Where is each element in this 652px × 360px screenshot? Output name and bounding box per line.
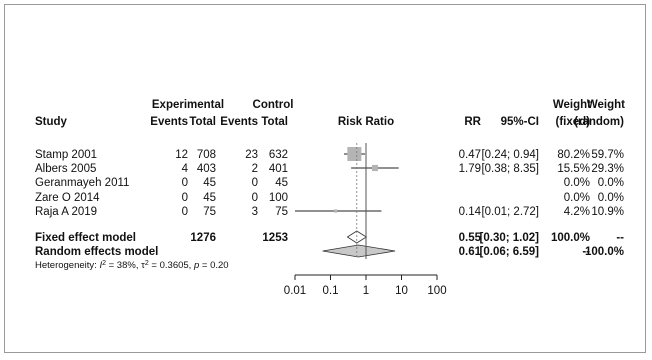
exp-events: 4 (182, 163, 189, 175)
pooled-weight-random: -- (616, 232, 624, 244)
study-name: Albers 2005 (35, 163, 96, 175)
ctrl-events: 23 (245, 149, 258, 161)
pooled-rr-value: 0.61 (459, 246, 482, 258)
header-ctrl-total: Total (261, 116, 288, 128)
weight-random-value: 10.9% (591, 206, 624, 218)
ctrl-events: 0 (252, 192, 258, 204)
header-risk-ratio: Risk Ratio (338, 116, 394, 128)
exp-total: 708 (197, 149, 216, 161)
pooled-exp-total: 1276 (190, 232, 216, 244)
weight-fixed-value: 15.5% (557, 163, 590, 175)
ctrl-events: 3 (252, 206, 258, 218)
pooled-weight-fixed: -- (582, 246, 590, 258)
weight-random-value: 0.0% (598, 192, 624, 204)
weight-fixed-value: 0.0% (564, 177, 590, 189)
ctrl-total: 45 (275, 177, 288, 189)
fixed-model-label: Fixed effect model (35, 232, 136, 244)
header-control: Control (253, 99, 294, 111)
random-effect-diamond (322, 244, 396, 258)
study-name: Zare O 2014 (35, 192, 100, 204)
pooled-ci-value: [0.30; 1.02] (480, 232, 540, 244)
pooled-weight-random: 100.0% (585, 246, 624, 258)
rr-value: 1.79 (459, 163, 481, 175)
header-ctrl-events: Events (220, 116, 258, 128)
ctrl-total: 632 (269, 149, 288, 161)
x-tick-label: 0.1 (323, 285, 339, 297)
header-weight-random: Weight (587, 99, 625, 111)
x-tick-label: 10 (395, 285, 408, 297)
pooled-ci-value: [0.06; 6.59] (480, 246, 540, 258)
rr-value: 0.47 (459, 149, 481, 161)
ci-value: [0.38; 8.35] (481, 163, 539, 175)
weight-fixed-value: 80.2% (557, 149, 590, 161)
weight-random-value: 59.7% (591, 149, 624, 161)
exp-events: 0 (182, 192, 188, 204)
exp-total: 45 (203, 192, 216, 204)
exp-events: 0 (182, 206, 188, 218)
pooled-rr-value: 0.55 (459, 232, 482, 244)
header-experimental: Experimental (152, 99, 224, 111)
ci-value: [0.01; 2.72] (481, 206, 539, 218)
figure-frame: Experimental Control Weight Weight Study Even… (4, 4, 646, 353)
header-fixed: (fixed) (556, 116, 591, 128)
x-tick-label: 0.01 (284, 285, 306, 297)
header-exp-total: Total (189, 116, 216, 128)
study-name: Geranmayeh 2011 (35, 177, 129, 189)
study-square (371, 164, 379, 172)
x-tick-label: 1 (363, 285, 369, 297)
exp-total: 45 (203, 177, 216, 189)
weight-random-value: 29.3% (591, 163, 624, 175)
header-ci: 95%-CI (501, 116, 539, 128)
ctrl-events: 2 (252, 163, 258, 175)
heterogeneity-text: Heterogeneity: I2 = 38%, τ2 = 0.3605, p … (35, 260, 229, 272)
random-model-label: Random effects model (35, 246, 158, 258)
exp-total: 403 (197, 163, 216, 175)
exp-total: 75 (203, 206, 216, 218)
ctrl-total: 75 (275, 206, 288, 218)
study-square (347, 147, 362, 161)
header-study: Study (35, 116, 68, 128)
rr-value: 0.14 (459, 206, 482, 218)
x-tick-label: 100 (427, 285, 446, 297)
ctrl-events: 0 (252, 177, 258, 189)
study-square (334, 209, 338, 213)
exp-events: 0 (182, 177, 188, 189)
ctrl-total: 100 (269, 192, 288, 204)
header-rr: RR (464, 116, 481, 128)
pooled-ctrl-total: 1253 (262, 232, 288, 244)
header-weight-fixed: Weight (553, 99, 591, 111)
header-random: (random) (574, 116, 624, 128)
pooled-weight-fixed: 100.0% (551, 232, 590, 244)
weight-random-value: 0.0% (598, 177, 624, 189)
exp-events: 12 (175, 149, 188, 161)
ctrl-total: 401 (269, 163, 288, 175)
study-name: Raja A 2019 (35, 206, 97, 218)
header-exp-events: Events (150, 116, 188, 128)
weight-fixed-value: 4.2% (564, 206, 590, 218)
weight-fixed-value: 0.0% (564, 192, 590, 204)
study-name: Stamp 2001 (35, 149, 97, 161)
ci-value: [0.24; 0.94] (481, 149, 539, 161)
